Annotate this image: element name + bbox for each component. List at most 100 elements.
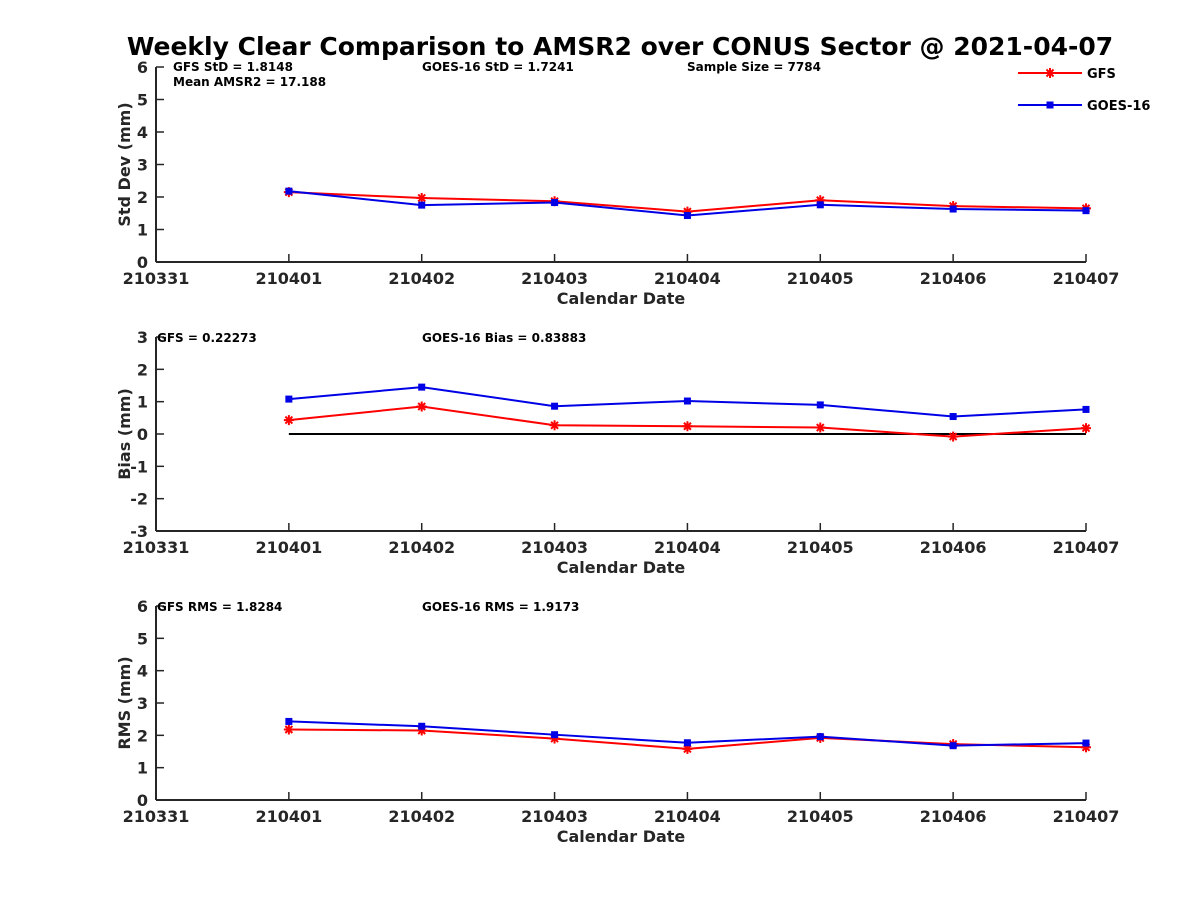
gfs-point	[283, 724, 294, 735]
y-tick-label: 4	[137, 123, 148, 142]
x-tick-label: 210331	[123, 807, 190, 826]
y-tick-label: 1	[137, 393, 148, 412]
panel-2: 210331 210401 210402 210403 210404 210405 2104…	[115, 328, 1119, 577]
y-axis-label: Std Dev (mm)	[115, 102, 134, 226]
x-tick-label: 210406	[920, 538, 987, 557]
y-tick-label: 0	[137, 425, 148, 444]
x-tick-label: 210407	[1053, 269, 1120, 288]
legend-marker	[1045, 68, 1055, 78]
goes16-point	[285, 395, 293, 403]
x-tick-label: 210401	[255, 807, 322, 826]
y-tick-label: 0	[137, 253, 148, 272]
y-tick-label: 2	[137, 188, 148, 207]
y-tick-label: 1	[137, 221, 148, 240]
goes16-point	[1082, 207, 1090, 215]
y-tick-label: 2	[137, 360, 148, 379]
panels: 210331 210401 210402 210403 210404 210405 2104…	[115, 58, 1119, 846]
legend-item-goes16: GOES-16	[1018, 99, 1150, 114]
y-tick-label: 5	[137, 629, 148, 648]
x-axis-label: Calendar Date	[557, 827, 686, 846]
x-tick-label: 210407	[1053, 538, 1120, 557]
x-tick-label: 210404	[654, 807, 721, 826]
stat-annotation: Mean AMSR2 = 17.188	[173, 75, 326, 89]
y-tick-label: 3	[137, 328, 148, 347]
stat-annotation: GFS RMS = 1.8284	[157, 600, 282, 614]
y-tick-label: -1	[130, 457, 148, 476]
legend-label: GFS	[1087, 67, 1116, 82]
y-tick-label: 1	[137, 759, 148, 778]
y-tick-label: -3	[130, 522, 148, 541]
stat-annotation: Sample Size = 7784	[687, 60, 821, 74]
panel-3: 210331 210401 210402 210403 210404 210405 2104…	[115, 597, 1119, 846]
x-tick-label: 210405	[787, 807, 854, 826]
goes16-point	[816, 401, 824, 409]
gfs-point	[948, 431, 959, 442]
x-tick-label: 210331	[123, 538, 190, 557]
y-tick-label: 6	[137, 597, 148, 616]
x-tick-label: 210401	[255, 538, 322, 557]
y-tick-label: 3	[137, 694, 148, 713]
x-axis-label: Calendar Date	[557, 558, 686, 577]
x-axis-label: Calendar Date	[557, 289, 686, 308]
goes16-point	[1082, 405, 1090, 413]
goes16-point	[683, 397, 691, 405]
y-tick-label: 4	[137, 662, 148, 681]
goes16-point	[683, 212, 691, 220]
stat-annotation: GOES-16 Bias = 0.83883	[422, 331, 586, 345]
x-tick-label: 210402	[388, 269, 455, 288]
legend-item-gfs: GFS	[1018, 67, 1116, 82]
stat-annotation: GOES-16 RMS = 1.9173	[422, 600, 579, 614]
goes16-point	[683, 739, 691, 747]
x-tick-label: 210402	[388, 538, 455, 557]
gfs-point	[549, 420, 560, 431]
legend: GFS GOES-16	[1018, 67, 1150, 114]
stat-annotation: GOES-16 StD = 1.7241	[422, 60, 574, 74]
x-tick-label: 210405	[787, 269, 854, 288]
gfs-point	[682, 421, 693, 432]
goes16-point	[551, 402, 559, 410]
y-tick-label: 6	[137, 58, 148, 77]
gfs-point	[815, 422, 826, 433]
y-tick-label: 3	[137, 156, 148, 175]
x-tick-label: 210405	[787, 538, 854, 557]
y-tick-label: 5	[137, 91, 148, 110]
goes16-point	[816, 733, 824, 741]
y-axis-label: RMS (mm)	[115, 656, 134, 749]
stat-annotation: GFS StD = 1.8148	[173, 60, 293, 74]
panel-1: 210331 210401 210402 210403 210404 210405 2104…	[115, 58, 1119, 308]
chart-title: Weekly Clear Comparison to AMSR2 over CO…	[127, 32, 1113, 61]
x-tick-label: 210404	[654, 269, 721, 288]
legend-label: GOES-16	[1087, 99, 1150, 114]
x-tick-label: 210402	[388, 807, 455, 826]
goes16-point	[285, 187, 293, 195]
x-tick-label: 210403	[521, 269, 588, 288]
goes16-point	[816, 201, 824, 209]
x-tick-label: 210407	[1053, 807, 1120, 826]
legend-marker	[1046, 101, 1054, 109]
x-tick-label: 210406	[920, 269, 987, 288]
x-tick-label: 210401	[255, 269, 322, 288]
goes16-point	[285, 717, 293, 725]
y-tick-label: 0	[137, 791, 148, 810]
gfs-point	[1081, 423, 1091, 434]
x-tick-label: 210404	[654, 538, 721, 557]
goes16-point	[418, 383, 426, 391]
y-axis-label: Bias (mm)	[115, 388, 134, 480]
gfs-point	[283, 415, 294, 426]
y-tick-label: 2	[137, 726, 148, 745]
goes16-point	[949, 413, 957, 421]
goes16-point	[551, 731, 559, 739]
goes16-point	[949, 742, 957, 750]
x-tick-label: 210403	[521, 538, 588, 557]
stat-annotation: GFS = 0.22273	[157, 331, 257, 345]
x-tick-label: 210331	[123, 269, 190, 288]
y-tick-label: -2	[130, 490, 148, 509]
gfs-point	[416, 401, 427, 412]
goes16-point	[418, 201, 426, 209]
goes16-point	[949, 205, 957, 213]
x-tick-label: 210406	[920, 807, 987, 826]
x-tick-label: 210403	[521, 807, 588, 826]
goes16-point	[418, 722, 426, 730]
goes16-point	[1082, 739, 1090, 747]
